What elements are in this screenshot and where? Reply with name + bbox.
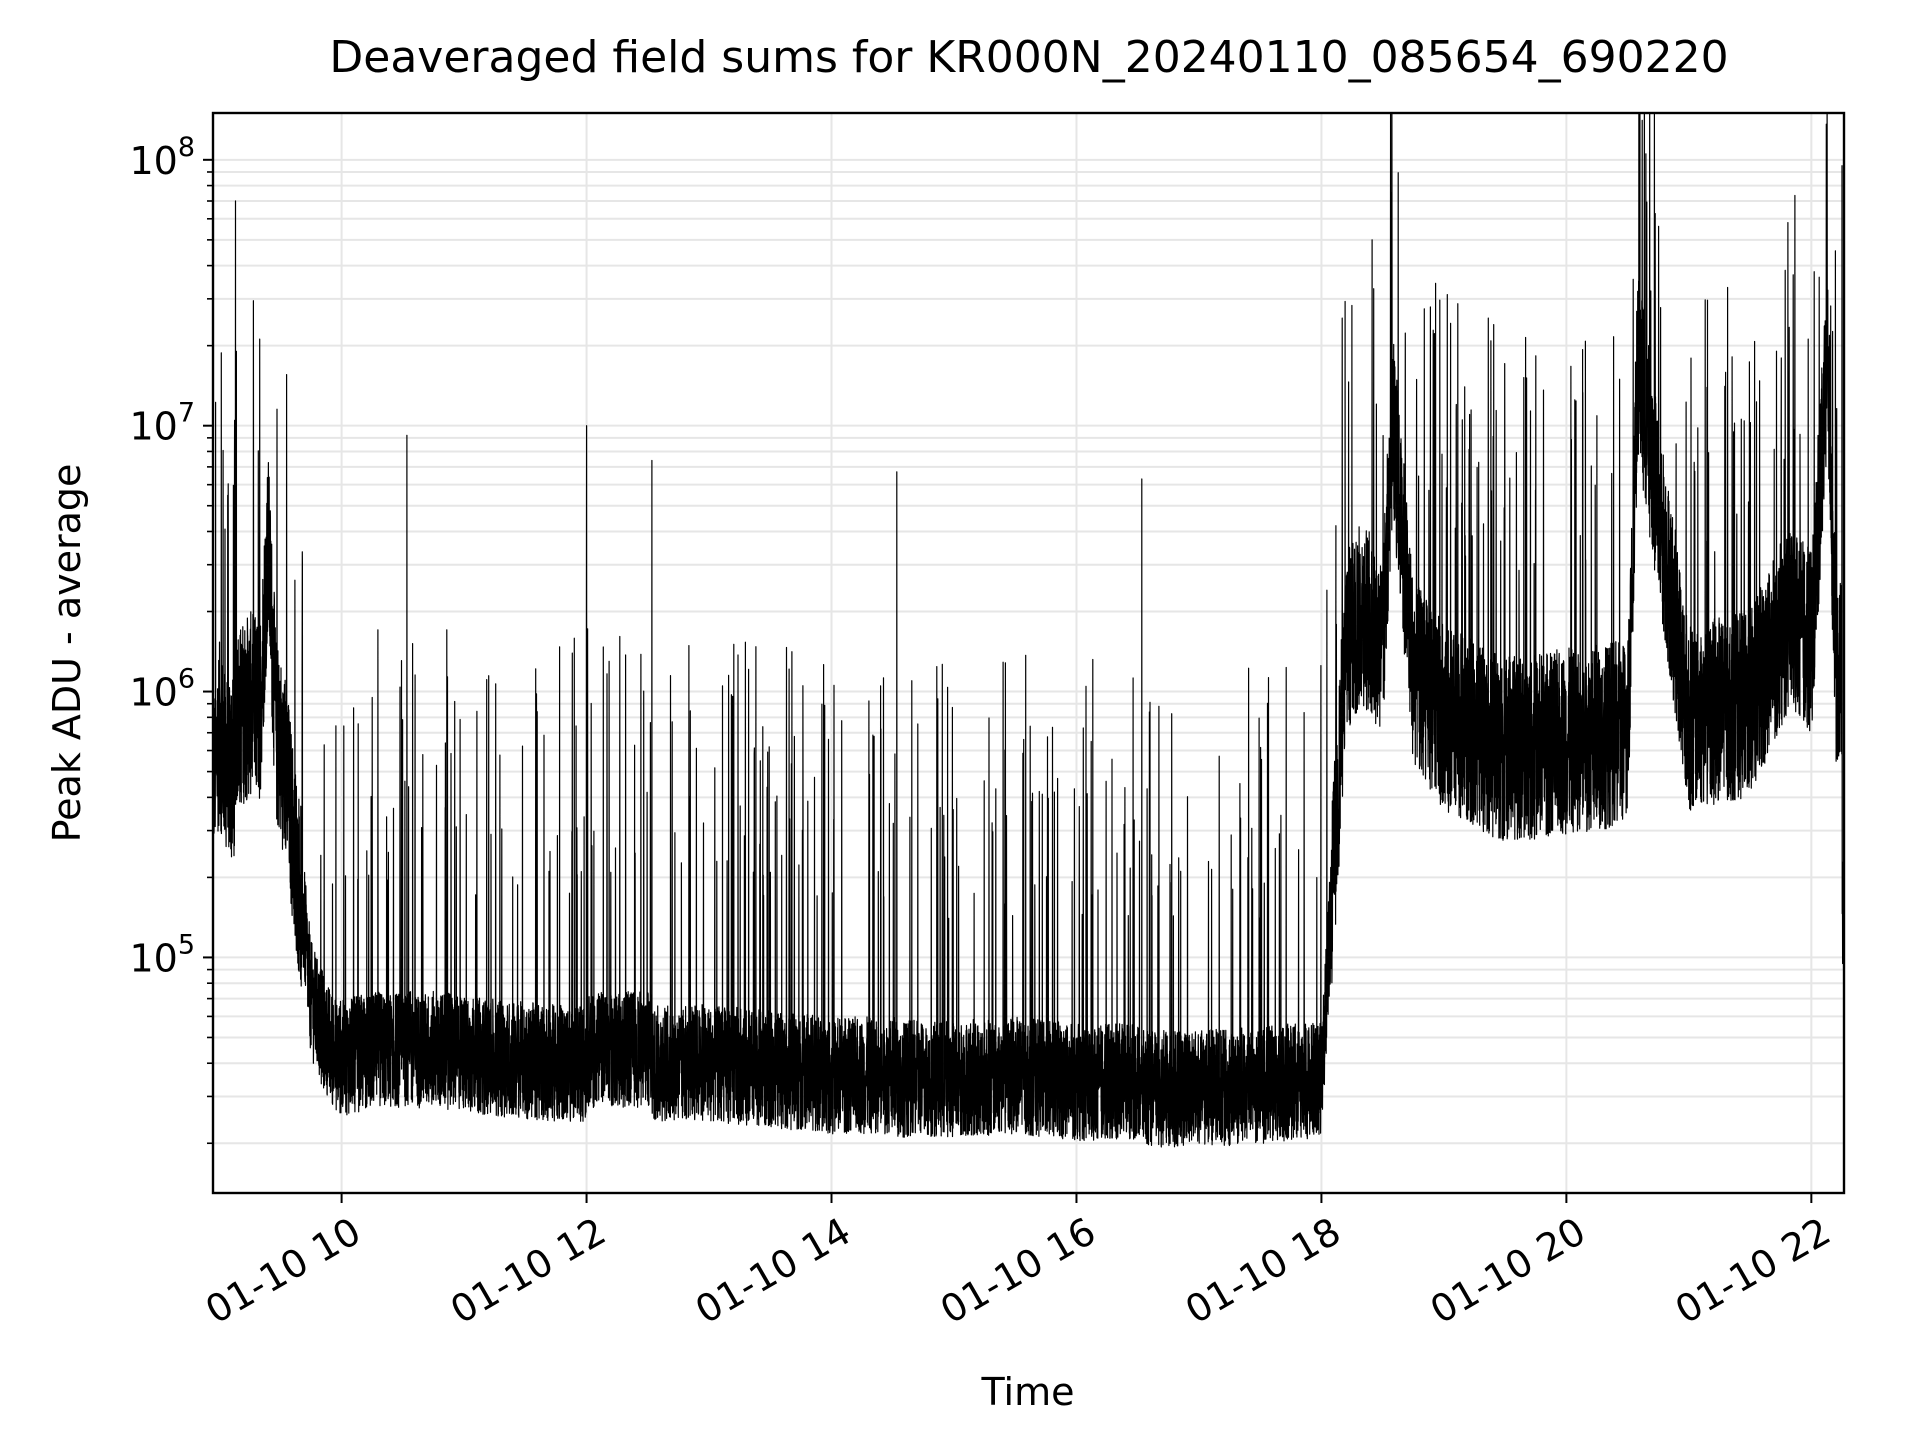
- y-axis: 105 106 107 108: [129, 132, 213, 1145]
- chart-title: Deaveraged field sums for KR000N_2024011…: [329, 32, 1728, 83]
- x-axis-label: Time: [981, 1370, 1075, 1414]
- plot-area: [213, 113, 1844, 1148]
- y-axis-label: Peak ADU - average: [45, 464, 89, 843]
- y-tick-label: 107: [129, 398, 195, 449]
- y-tick-label: 106: [129, 664, 195, 715]
- series-line: [213, 113, 1844, 1148]
- axes-frame: [211, 111, 1846, 1195]
- y-tick-label: 108: [129, 132, 195, 183]
- y-tick-label: 105: [129, 929, 195, 980]
